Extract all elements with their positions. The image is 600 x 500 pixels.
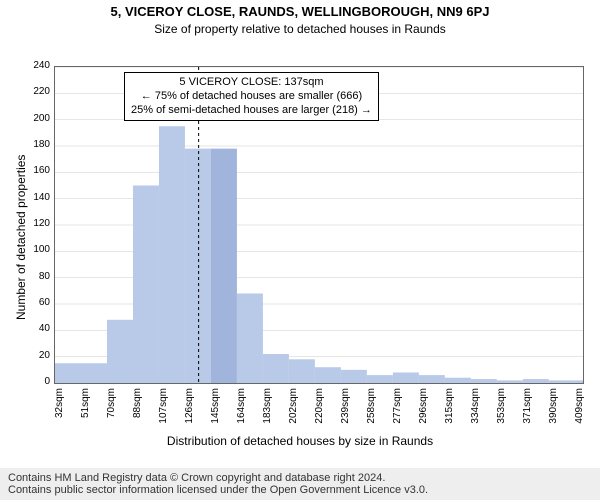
x-tick-label: 334sqm (470, 388, 481, 428)
footer-line2: Contains public sector information licen… (8, 484, 592, 496)
y-tick-label: 40 (22, 323, 50, 334)
y-tick-label: 80 (22, 271, 50, 282)
x-tick-label: 164sqm (236, 388, 247, 428)
histogram-bar (159, 126, 185, 383)
x-tick-label: 51sqm (80, 388, 91, 428)
x-tick-label: 353sqm (496, 388, 507, 428)
y-tick-label: 100 (22, 244, 50, 255)
x-tick-label: 183sqm (262, 388, 273, 428)
footer-line1: Contains HM Land Registry data © Crown c… (8, 472, 592, 484)
annotation-line3: 25% of semi-detached houses are larger (… (131, 104, 372, 118)
histogram-bar (289, 359, 315, 383)
x-tick-label: 88sqm (132, 388, 143, 428)
page-title: 5, VICEROY CLOSE, RAUNDS, WELLINGBOROUGH… (0, 4, 600, 19)
histogram-bar (497, 380, 523, 383)
y-tick-label: 140 (22, 192, 50, 203)
x-tick-label: 296sqm (418, 388, 429, 428)
histogram-bar (81, 363, 107, 383)
histogram-bar (315, 367, 341, 383)
x-axis-label: Distribution of detached houses by size … (0, 434, 600, 448)
histogram-bar (341, 370, 367, 383)
histogram-bar (549, 380, 575, 383)
histogram-bar (393, 372, 419, 383)
y-tick-label: 60 (22, 297, 50, 308)
histogram-bar (471, 379, 497, 383)
x-tick-label: 258sqm (366, 388, 377, 428)
x-tick-label: 239sqm (340, 388, 351, 428)
x-tick-label: 277sqm (392, 388, 403, 428)
histogram-bar (523, 379, 549, 383)
histogram-bar (107, 320, 133, 383)
histogram-bar (419, 375, 445, 383)
histogram-bar (445, 378, 471, 383)
histogram-bar (55, 363, 81, 383)
annotation-line1: 5 VICEROY CLOSE: 137sqm (131, 76, 372, 90)
histogram-bar (185, 149, 211, 383)
histogram-bar (133, 186, 159, 384)
x-tick-label: 390sqm (548, 388, 559, 428)
histogram-bar (367, 375, 393, 383)
histogram-bar (263, 354, 289, 383)
x-tick-label: 32sqm (54, 388, 65, 428)
x-tick-label: 126sqm (184, 388, 195, 428)
y-tick-label: 180 (22, 139, 50, 150)
histogram-bar (211, 149, 237, 383)
x-tick-label: 315sqm (444, 388, 455, 428)
annotation-line2: ← 75% of detached houses are smaller (66… (131, 90, 372, 104)
x-tick-label: 70sqm (106, 388, 117, 428)
page-subtitle: Size of property relative to detached ho… (0, 22, 600, 36)
y-tick-label: 20 (22, 350, 50, 361)
y-tick-label: 120 (22, 218, 50, 229)
annotation-box: 5 VICEROY CLOSE: 137sqm ← 75% of detache… (124, 72, 379, 121)
y-tick-label: 220 (22, 86, 50, 97)
x-tick-label: 371sqm (522, 388, 533, 428)
histogram-bar (237, 293, 263, 383)
x-tick-label: 145sqm (210, 388, 221, 428)
y-tick-label: 240 (22, 60, 50, 71)
y-tick-label: 0 (22, 376, 50, 387)
attribution-footer: Contains HM Land Registry data © Crown c… (0, 468, 600, 500)
x-tick-label: 220sqm (314, 388, 325, 428)
y-tick-label: 200 (22, 113, 50, 124)
histogram-bar (575, 380, 583, 383)
x-tick-label: 202sqm (288, 388, 299, 428)
y-axis-label: Number of detached properties (14, 155, 28, 320)
x-tick-label: 409sqm (574, 388, 585, 428)
y-tick-label: 160 (22, 165, 50, 176)
x-tick-label: 107sqm (158, 388, 169, 428)
